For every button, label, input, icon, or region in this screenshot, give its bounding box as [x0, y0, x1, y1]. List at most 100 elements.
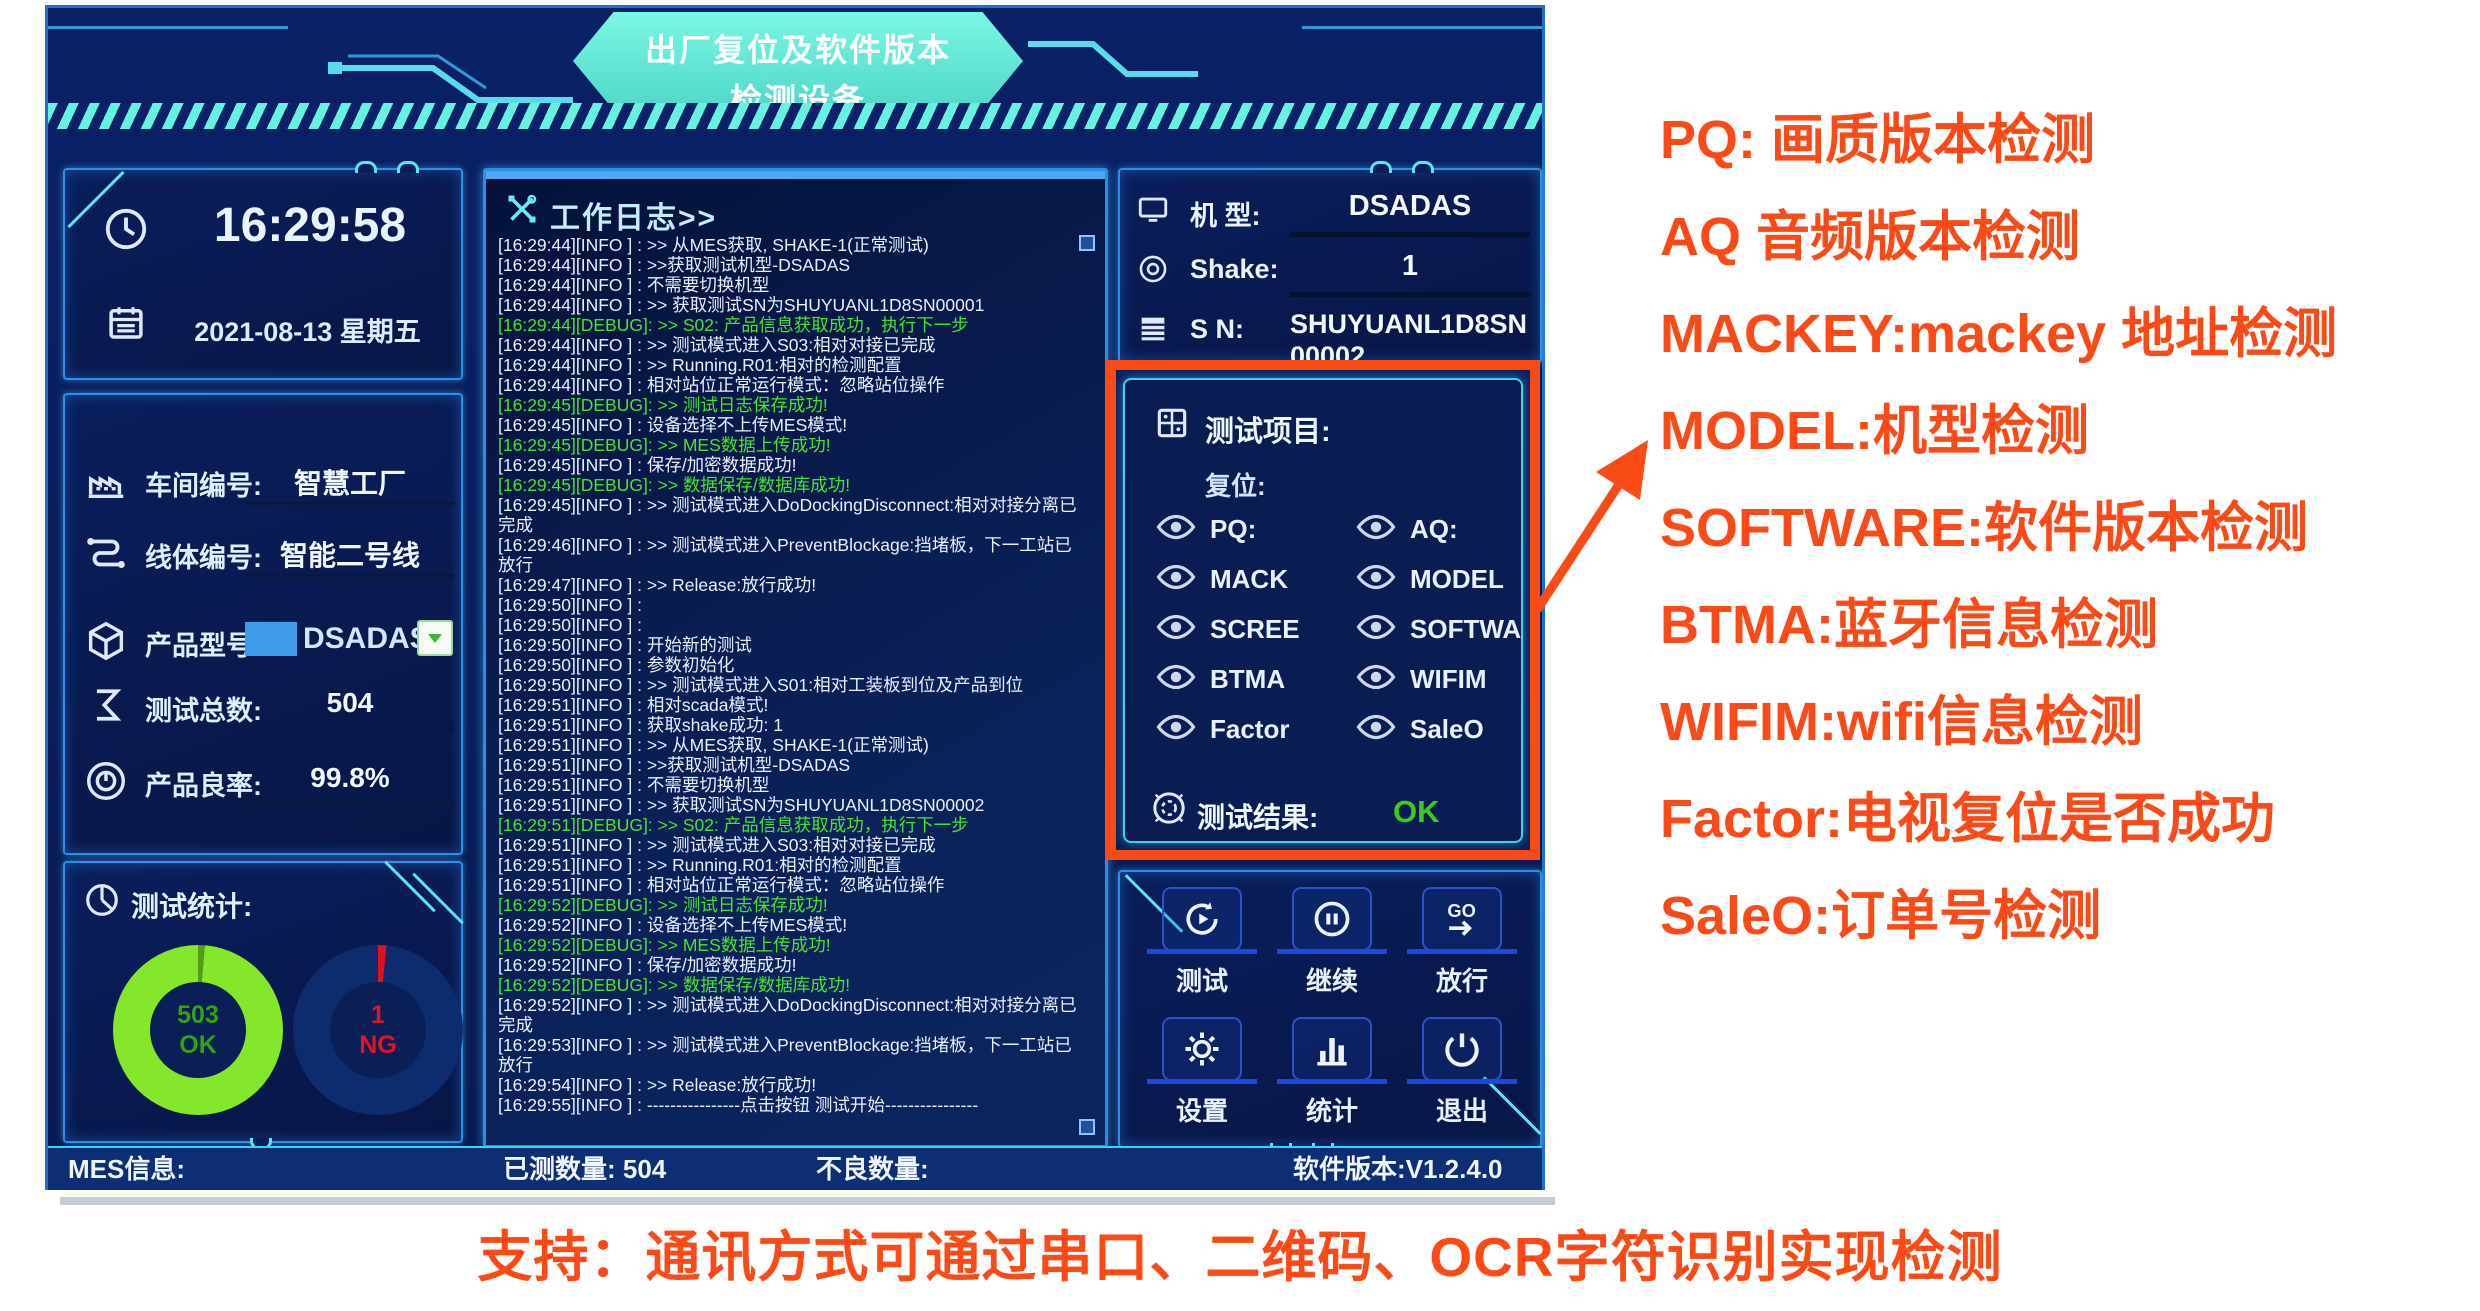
reset-label: 复位:: [1205, 471, 1266, 501]
log-top-accent: [486, 171, 1105, 179]
ok-donut-center: 503 OK: [150, 982, 246, 1078]
test-item[interactable]: AQ:: [1355, 510, 1521, 550]
log-line: [16:29:45][INFO ] : >> 测试模式进入DoDockingDi…: [498, 495, 1077, 535]
test-item[interactable]: SaleO: [1355, 710, 1521, 750]
button-underline: [1277, 949, 1387, 954]
log-lines[interactable]: [16:29:44][INFO ] : >> 从MES获取, SHAKE-1(正…: [498, 235, 1086, 1135]
eye-icon: [1156, 614, 1196, 640]
button-underline: [1147, 949, 1257, 954]
test-item-label: Factor: [1210, 714, 1290, 744]
annotation-line: SaleO:订单号检测: [1660, 886, 2102, 946]
eye-icon: [1156, 514, 1196, 540]
top-decor-line-left: [48, 26, 288, 29]
test-item[interactable]: MODEL: [1355, 560, 1521, 600]
annotation-line: PQ: 画质版本检测: [1660, 110, 2096, 170]
test-items-panel: 测试项目: 复位: PQ:: [1123, 378, 1523, 843]
ok-count: 503: [177, 1001, 219, 1029]
work-log-panel: 工作日志>> [16:29:44][INFO ] : >> 从MES获取, SH…: [483, 168, 1108, 1148]
log-line: [16:29:51][INFO ] : 获取shake成功: 1: [498, 715, 783, 735]
test-item-label: WIFIM: [1410, 664, 1487, 694]
log-line: [16:29:51][INFO ] : >> Running.R01:相对的检测…: [498, 855, 902, 875]
test-item[interactable]: WIFIM: [1355, 660, 1521, 700]
product-model-label: 产品型号:: [145, 631, 262, 661]
status-bar: MES信息: 已测数量: 504 不良数量: 软件版本:V1.2.4.0: [48, 1146, 1542, 1190]
buttons-panel: 测试 继续 GO 放行: [1118, 870, 1542, 1155]
workshop-value: 智慧工厂: [293, 468, 406, 499]
log-scrollbar-bottom[interactable]: [1079, 1119, 1095, 1135]
model-value: DSADAS: [1348, 190, 1472, 222]
list-icon: [1141, 317, 1165, 341]
model-dropdown-button[interactable]: [417, 620, 453, 656]
clock-icon: [105, 208, 147, 250]
button-underline: [1147, 1079, 1257, 1084]
eye-icon: [1356, 614, 1396, 640]
run-test-icon: [1186, 902, 1218, 935]
monitor-icon: [1138, 197, 1168, 222]
svg-text:GO: GO: [1447, 900, 1476, 921]
hatch-strip: [48, 103, 1542, 129]
test-item[interactable]: MACK: [1155, 560, 1355, 600]
eye-icon: [1356, 664, 1396, 690]
gear-icon: [1185, 1032, 1219, 1066]
workshop-icon: [88, 476, 124, 499]
underline: [245, 574, 455, 577]
log-line: [16:29:44][INFO ] : >>获取测试机型-DSADAS: [498, 255, 851, 275]
test-button-label: 测试: [1175, 966, 1228, 996]
test-item[interactable]: SOFTWARE: [1355, 610, 1521, 650]
log-line: [16:29:44][INFO ] : >> 从MES获取, SHAKE-1(正…: [498, 235, 929, 255]
log-line: [16:29:50][INFO ] : >> 测试模式进入S01:相对工装板到位…: [498, 675, 1024, 695]
line-label: 线体编号:: [145, 543, 262, 573]
yield-label: 产品良率:: [145, 771, 262, 801]
power-icon: [1445, 1033, 1479, 1067]
test-item[interactable]: SCREE: [1155, 610, 1355, 650]
shake-label: Shake:: [1190, 254, 1279, 284]
work-log-icon: [508, 194, 537, 223]
test-item[interactable]: BTMA: [1155, 660, 1355, 700]
log-scrollbar-top[interactable]: [1079, 235, 1095, 251]
sn-label: S N:: [1190, 314, 1244, 344]
log-line: [16:29:52][INFO ] : >> 测试模式进入DoDockingDi…: [498, 995, 1077, 1035]
settings-button-label: 设置: [1175, 1096, 1228, 1126]
shake-value: 1: [1401, 250, 1419, 282]
ng-label: NG: [359, 1031, 397, 1059]
log-line: [16:29:44][INFO ] : >> 获取测试SN为SHUYUANL1D…: [498, 295, 985, 315]
divider: [1290, 292, 1530, 297]
circuit-decoration-left: [328, 54, 573, 103]
log-line: [16:29:52][DEBUG]: >> MES数据上传成功!: [498, 935, 831, 955]
log-title: 工作日志>>: [550, 202, 718, 235]
log-line: [16:29:47][INFO ] : >> Release:放行成功!: [498, 575, 817, 595]
top-decor-line-right: [1302, 26, 1542, 29]
clock-panel: 16:29:58 2021-08-13 星期五: [63, 161, 463, 380]
border-bump: [1412, 161, 1434, 173]
eye-icon: [1356, 514, 1396, 540]
log-line: [16:29:51][INFO ] : >> 获取测试SN为SHUYUANL1D…: [498, 795, 985, 815]
test-result-label: 测试结果:: [1197, 802, 1319, 833]
model-label: 机 型:: [1190, 201, 1261, 231]
yield-icon: [87, 762, 125, 800]
annotation-line: Factor:电视复位是否成功: [1660, 789, 2276, 849]
button-underline: [1407, 1079, 1517, 1084]
divider: [1290, 232, 1530, 237]
underline: [245, 727, 455, 730]
button-frame: [1292, 887, 1372, 951]
calendar-icon: [109, 307, 143, 339]
test-item-label: BTMA: [1210, 664, 1286, 694]
total-tests-row: 测试总数: 504: [65, 677, 465, 733]
current-time: 16:29:58: [213, 199, 407, 252]
test-item-label: SCREE: [1210, 614, 1300, 644]
pause-icon: [1314, 901, 1350, 937]
eye-icon: [1156, 664, 1196, 690]
defect-count: 不良数量:: [816, 1154, 929, 1184]
pie-chart-icon: [86, 884, 118, 916]
app-window: 出厂复位及软件版本 检测设备 16:29:58 2021-08-13 星期五: [45, 5, 1545, 1190]
go-release-icon: GO: [1447, 900, 1476, 936]
test-item[interactable]: Factor: [1155, 710, 1355, 750]
button-frame: [1162, 1017, 1242, 1081]
current-date: 2021-08-13 星期五: [194, 317, 421, 347]
line-row: 线体编号: 智能二号线: [65, 524, 465, 580]
test-item-label: MACK: [1210, 564, 1288, 594]
test-item-label: MODEL: [1410, 564, 1504, 594]
ok-label: OK: [179, 1031, 217, 1059]
test-item[interactable]: PQ:: [1155, 510, 1355, 550]
